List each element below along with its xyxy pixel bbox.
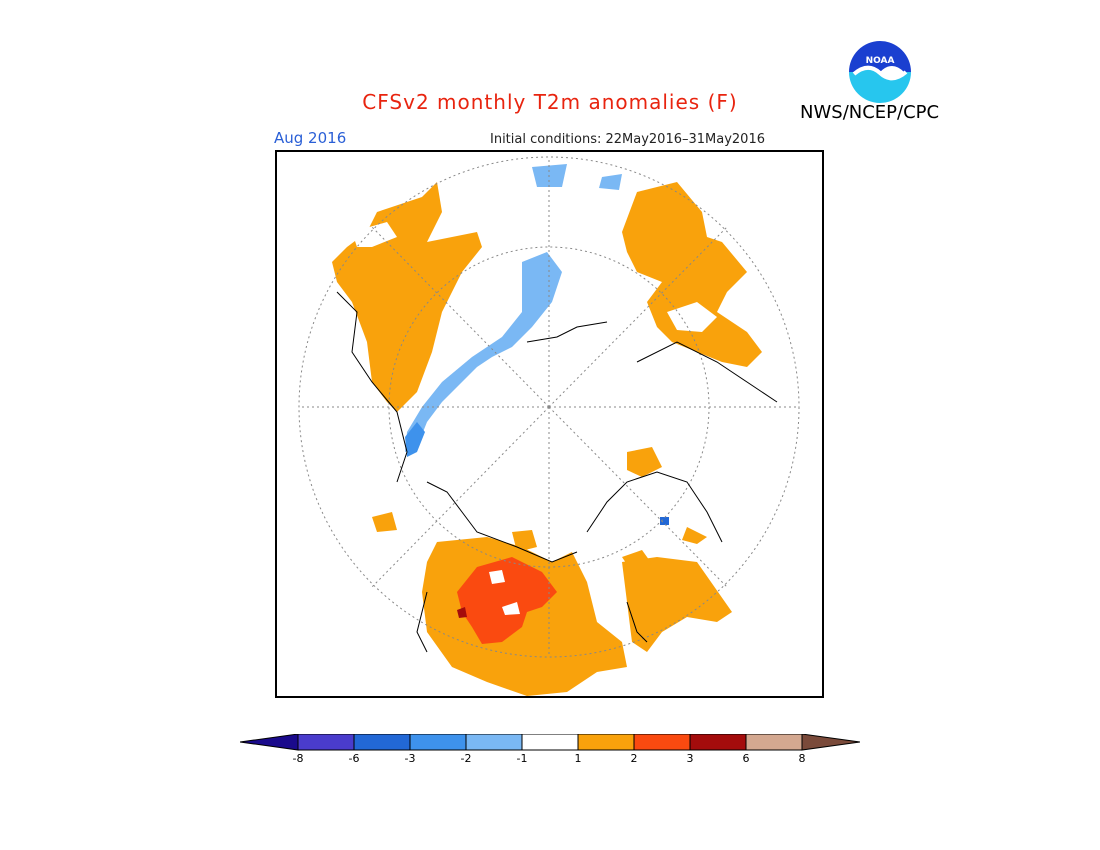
colorbar-bin: [633, 734, 691, 751]
anomaly-area-europe: [622, 182, 762, 367]
noaa-logo-icon: NOAA: [849, 41, 911, 103]
colorbar-tick-label: 2: [630, 752, 638, 765]
colorbar-bin: [745, 734, 803, 751]
colorbar-tick-label: 6: [742, 752, 750, 765]
colorbar-bin: [353, 734, 411, 751]
colorbar-bin: [689, 734, 747, 751]
colorbar-tick-label: -1: [516, 752, 528, 765]
colorbar-tick-label: 8: [798, 752, 806, 765]
colorbar-bin: [465, 734, 523, 751]
valid-month: Aug 2016: [274, 129, 347, 147]
colorbar-bin: [297, 734, 355, 751]
colorbar-tick-label: -6: [348, 752, 360, 765]
map-title: CFSv2 monthly T2m anomalies (F): [362, 90, 738, 114]
anomaly-area-siberia: [627, 447, 662, 477]
colorbar-bin: [577, 734, 635, 751]
anomaly-area-warm-core: [457, 557, 557, 644]
colorbar-tick-label: -8: [292, 752, 304, 765]
noaa-logo-text: NOAA: [866, 56, 895, 66]
colorbar-arrow-low: [240, 734, 299, 751]
colorbar-arrow-high: [801, 734, 860, 751]
colorbar-bin: [521, 734, 579, 751]
initial-conditions: Initial conditions: 22May2016–31May2016: [490, 132, 765, 147]
colorbar: [240, 734, 860, 751]
agency-label: NWS/NCEP/CPC: [800, 102, 940, 123]
colorbar-tick-label: 3: [686, 752, 694, 765]
colorbar-tick-label: -3: [404, 752, 416, 765]
coastlines: [336, 291, 778, 653]
colorbar-tick-label: 1: [574, 752, 582, 765]
colorbar-bin: [409, 734, 467, 751]
colorbar-tick-label: -2: [460, 752, 472, 765]
polar-map: [275, 150, 824, 698]
anomaly-area-cool-atlantic: [405, 252, 562, 452]
